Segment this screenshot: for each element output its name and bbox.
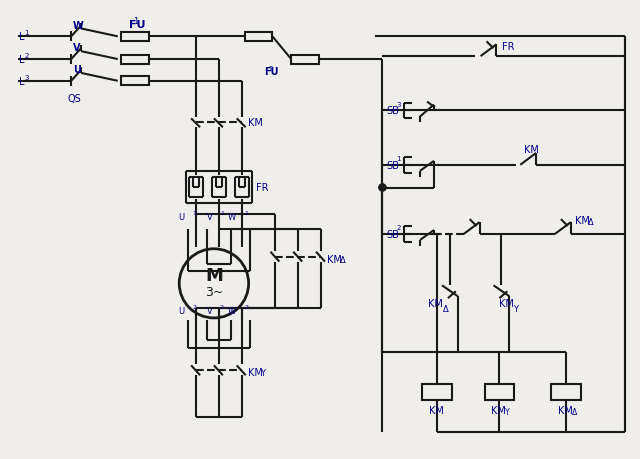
- Text: 1: 1: [220, 210, 224, 215]
- Text: 2: 2: [24, 53, 29, 59]
- Text: KM: KM: [429, 405, 444, 415]
- Text: 2: 2: [192, 304, 196, 309]
- Text: 1: 1: [24, 30, 29, 36]
- Text: FU: FU: [264, 67, 279, 77]
- Text: KM: KM: [248, 368, 262, 377]
- Text: KM: KM: [524, 145, 539, 155]
- Text: KM: KM: [327, 254, 342, 264]
- Text: FR: FR: [502, 42, 515, 52]
- Text: Δ: Δ: [572, 407, 577, 416]
- Text: M: M: [205, 267, 223, 285]
- Bar: [121, 77, 148, 86]
- Text: Δ: Δ: [340, 255, 346, 264]
- Text: 1: 1: [134, 17, 139, 26]
- Text: V: V: [207, 212, 213, 221]
- Bar: [121, 56, 148, 64]
- Circle shape: [379, 185, 386, 191]
- Text: V: V: [73, 43, 81, 53]
- Bar: [551, 384, 580, 400]
- Text: L: L: [19, 77, 24, 87]
- Text: KM: KM: [558, 405, 573, 415]
- Text: U: U: [178, 306, 184, 315]
- Text: KM: KM: [428, 298, 443, 308]
- Text: 3: 3: [24, 75, 29, 81]
- Bar: [291, 56, 319, 64]
- Bar: [484, 384, 515, 400]
- Text: KM: KM: [575, 216, 589, 226]
- Bar: [422, 384, 452, 400]
- Text: 1: 1: [192, 210, 196, 215]
- Text: Δ: Δ: [443, 304, 449, 313]
- Text: 2: 2: [244, 304, 249, 309]
- Text: Y: Y: [506, 407, 510, 416]
- Text: FR: FR: [255, 183, 268, 193]
- Text: SB: SB: [387, 106, 399, 116]
- Text: Y: Y: [260, 369, 266, 377]
- Text: KM: KM: [492, 405, 506, 415]
- Text: 2: 2: [396, 224, 401, 230]
- Text: L: L: [19, 32, 24, 42]
- Text: KM: KM: [248, 118, 262, 128]
- Text: V: V: [207, 306, 213, 315]
- Text: 2: 2: [220, 304, 224, 309]
- Text: Δ: Δ: [588, 218, 593, 227]
- Circle shape: [379, 185, 386, 191]
- Text: W: W: [73, 21, 84, 30]
- Text: W: W: [227, 306, 236, 315]
- Text: SB: SB: [387, 230, 399, 240]
- Text: U: U: [73, 65, 81, 75]
- Text: 3~: 3~: [205, 285, 223, 298]
- Text: L: L: [19, 55, 24, 65]
- Text: QS: QS: [67, 93, 81, 103]
- Text: U: U: [178, 212, 184, 221]
- Bar: [244, 33, 273, 42]
- Text: 3: 3: [396, 101, 401, 107]
- Text: 1: 1: [244, 210, 248, 215]
- Text: W: W: [227, 212, 236, 221]
- Bar: [121, 33, 148, 42]
- Text: 1: 1: [396, 156, 401, 162]
- Text: Y: Y: [513, 304, 518, 313]
- Text: KM: KM: [499, 298, 515, 308]
- Text: FU: FU: [129, 19, 145, 29]
- Text: SB: SB: [387, 161, 399, 170]
- Text: 2: 2: [269, 66, 273, 72]
